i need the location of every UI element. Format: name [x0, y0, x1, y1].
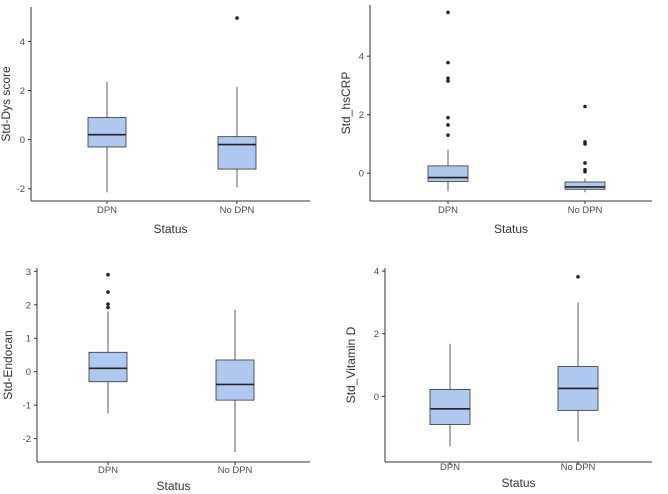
outlier-point: [583, 167, 587, 172]
box-dpn: [88, 351, 128, 383]
outlier-point: [446, 115, 450, 120]
y-tick-label: 2: [20, 86, 25, 97]
y-tick-label: -2: [17, 184, 25, 195]
outlier-point: [446, 79, 450, 83]
outlier-point: [106, 272, 110, 277]
outlier-point: [446, 133, 450, 137]
outlier-point: [446, 10, 450, 15]
box-no-dpn: [217, 136, 257, 170]
x-tick-label: No DPN: [561, 462, 596, 473]
x-axis-title: Status: [494, 222, 528, 236]
y-tick-label: -1: [23, 401, 31, 412]
chart-panel-2: 0 2 4 DPN No DPN Status Std_hsCRP: [339, 5, 652, 236]
box-no-dpn: [564, 181, 606, 190]
y-tick-label: 2: [359, 110, 364, 121]
box-no-dpn: [215, 359, 255, 401]
y-axis-title: Std-Endocan: [1, 330, 15, 399]
box-dpn: [87, 117, 127, 148]
outlier-point: [106, 305, 110, 310]
x-tick-label: No DPN: [220, 205, 255, 216]
y-tick-label: 4: [374, 267, 379, 278]
y-axis-title: Std-Dys score: [0, 66, 13, 142]
outlier-point: [446, 76, 450, 80]
y-axis-title: Std_Vitamin D: [344, 326, 358, 403]
x-tick-label: DPN: [97, 205, 117, 216]
outlier-point: [106, 302, 110, 306]
outlier-point: [235, 16, 239, 20]
y-tick-label: 4: [359, 52, 364, 63]
y-tick-label: 3: [26, 267, 31, 278]
box-dpn: [429, 389, 471, 425]
box-dpn: [427, 165, 469, 182]
chart-panel-4: 0 2 4 DPN No DPN Status Std_Vitamin D: [344, 267, 652, 490]
y-axis-title: Std_hsCRP: [339, 72, 353, 135]
y-tick-label: 0: [26, 367, 31, 378]
y-tick-label: 2: [26, 300, 31, 311]
chart-panel-1: -2 0 2 4 DPN No DPN Status Std-Dys score: [0, 7, 310, 236]
x-tick-label: No DPN: [568, 205, 603, 216]
outlier-point: [583, 104, 587, 109]
y-tick-label: 0: [374, 392, 379, 403]
y-tick-label: -2: [23, 434, 31, 445]
outlier-point: [583, 161, 587, 165]
x-axis-title: Status: [501, 476, 535, 490]
x-axis-title: Status: [156, 479, 190, 493]
x-tick-label: DPN: [440, 462, 460, 473]
outlier-point: [583, 140, 587, 144]
y-tick-label: 4: [20, 37, 25, 48]
x-axis-title: Status: [153, 222, 187, 236]
x-tick-label: No DPN: [218, 465, 253, 476]
chart-panel-3: -2 -1 0 1 2 3 DPN No DPN Status Std-Endocan: [1, 267, 310, 493]
outlier-point: [576, 274, 580, 279]
y-tick-label: 0: [20, 135, 25, 146]
y-tick-label: 0: [359, 169, 364, 180]
outlier-point: [446, 60, 450, 65]
x-tick-label: DPN: [438, 205, 458, 216]
outlier-point: [106, 290, 110, 294]
y-tick-label: 2: [374, 329, 379, 340]
x-tick-label: DPN: [98, 465, 118, 476]
y-tick-label: 1: [26, 334, 31, 345]
outlier-point: [446, 123, 450, 127]
